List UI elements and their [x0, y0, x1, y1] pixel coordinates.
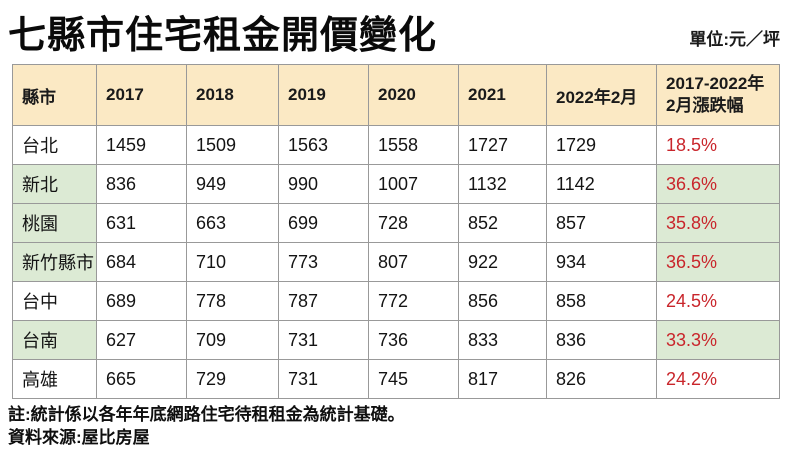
- value-cell: 1459: [96, 125, 187, 165]
- table-row-taoyuan: 桃園 631 663 699 728 852 857 35.8%: [12, 203, 780, 243]
- value-cell: 709: [186, 320, 279, 360]
- value-cell: 778: [186, 281, 279, 321]
- value-cell: 1142: [546, 164, 657, 204]
- value-cell: 684: [96, 242, 187, 282]
- column-header-2019: 2019: [278, 64, 369, 126]
- change-cell: 35.8%: [656, 203, 780, 243]
- value-cell: 665: [96, 359, 187, 399]
- city-cell: 高雄: [12, 359, 97, 399]
- table-row-taipei: 台北 1459 1509 1563 1558 1727 1729 18.5%: [12, 125, 780, 165]
- city-cell: 台中: [12, 281, 97, 321]
- city-cell: 台北: [12, 125, 97, 165]
- value-cell: 836: [546, 320, 657, 360]
- value-cell: 1727: [458, 125, 547, 165]
- change-cell: 33.3%: [656, 320, 780, 360]
- value-cell: 699: [278, 203, 369, 243]
- value-cell: 836: [96, 164, 187, 204]
- value-cell: 1007: [368, 164, 459, 204]
- city-cell: 桃園: [12, 203, 97, 243]
- value-cell: 631: [96, 203, 187, 243]
- table-header-row: 縣市 2017 2018 2019 2020 2021 2022年2月 2017…: [12, 64, 780, 126]
- value-cell: 833: [458, 320, 547, 360]
- value-cell: 689: [96, 281, 187, 321]
- footnote-method: 註:統計係以各年年底網路住宅待租租金為統計基礎。: [8, 405, 405, 424]
- change-cell: 24.5%: [656, 281, 780, 321]
- city-cell: 新北: [12, 164, 97, 204]
- unit-label: 單位:元／坪: [689, 30, 780, 49]
- column-header-change: 2017-2022年 2月漲跌幅: [656, 64, 780, 126]
- value-cell: 852: [458, 203, 547, 243]
- change-cell: 36.5%: [656, 242, 780, 282]
- value-cell: 856: [458, 281, 547, 321]
- change-cell: 36.6%: [656, 164, 780, 204]
- value-cell: 773: [278, 242, 369, 282]
- value-cell: 949: [186, 164, 279, 204]
- city-cell: 台南: [12, 320, 97, 360]
- column-header-2020: 2020: [368, 64, 459, 126]
- value-cell: 787: [278, 281, 369, 321]
- value-cell: 990: [278, 164, 369, 204]
- column-header-city: 縣市: [12, 64, 97, 126]
- value-cell: 1563: [278, 125, 369, 165]
- table-row-kaohsiung: 高雄 665 729 731 745 817 826 24.2%: [12, 359, 780, 399]
- value-cell: 857: [546, 203, 657, 243]
- table-row-tainan: 台南 627 709 731 736 833 836 33.3%: [12, 320, 780, 360]
- value-cell: 817: [458, 359, 547, 399]
- value-cell: 731: [278, 320, 369, 360]
- value-cell: 1729: [546, 125, 657, 165]
- value-cell: 922: [458, 242, 547, 282]
- footnotes: 註:統計係以各年年底網路住宅待租租金為統計基礎。 資料來源:屋比房屋: [8, 404, 405, 450]
- table-row-hsinchu: 新竹縣市 684 710 773 807 922 934 36.5%: [12, 242, 780, 282]
- value-cell: 858: [546, 281, 657, 321]
- change-cell: 24.2%: [656, 359, 780, 399]
- value-cell: 826: [546, 359, 657, 399]
- value-cell: 731: [278, 359, 369, 399]
- value-cell: 1132: [458, 164, 547, 204]
- column-header-change-line2: 2月漲跌幅: [666, 96, 744, 115]
- column-header-2022-feb: 2022年2月: [546, 64, 657, 126]
- column-header-2017: 2017: [96, 64, 187, 126]
- column-header-change-line1: 2017-2022年: [666, 73, 765, 93]
- value-cell: 1509: [186, 125, 279, 165]
- value-cell: 745: [368, 359, 459, 399]
- table-row-taichung: 台中 689 778 787 772 856 858 24.5%: [12, 281, 780, 321]
- value-cell: 627: [96, 320, 187, 360]
- value-cell: 729: [186, 359, 279, 399]
- value-cell: 736: [368, 320, 459, 360]
- change-cell: 18.5%: [656, 125, 780, 165]
- value-cell: 663: [186, 203, 279, 243]
- column-header-2018: 2018: [186, 64, 279, 126]
- footnote-source: 資料來源:屋比房屋: [8, 427, 150, 447]
- table-row-new-taipei: 新北 836 949 990 1007 1132 1142 36.6%: [12, 164, 780, 204]
- city-cell: 新竹縣市: [12, 242, 97, 282]
- value-cell: 807: [368, 242, 459, 282]
- value-cell: 710: [186, 242, 279, 282]
- page-title: 七縣市住宅租金開價變化: [8, 15, 438, 57]
- rent-data-table: 縣市 2017 2018 2019 2020 2021 2022年2月 2017…: [12, 64, 780, 399]
- value-cell: 772: [368, 281, 459, 321]
- value-cell: 728: [368, 203, 459, 243]
- value-cell: 1558: [368, 125, 459, 165]
- value-cell: 934: [546, 242, 657, 282]
- column-header-2021: 2021: [458, 64, 547, 126]
